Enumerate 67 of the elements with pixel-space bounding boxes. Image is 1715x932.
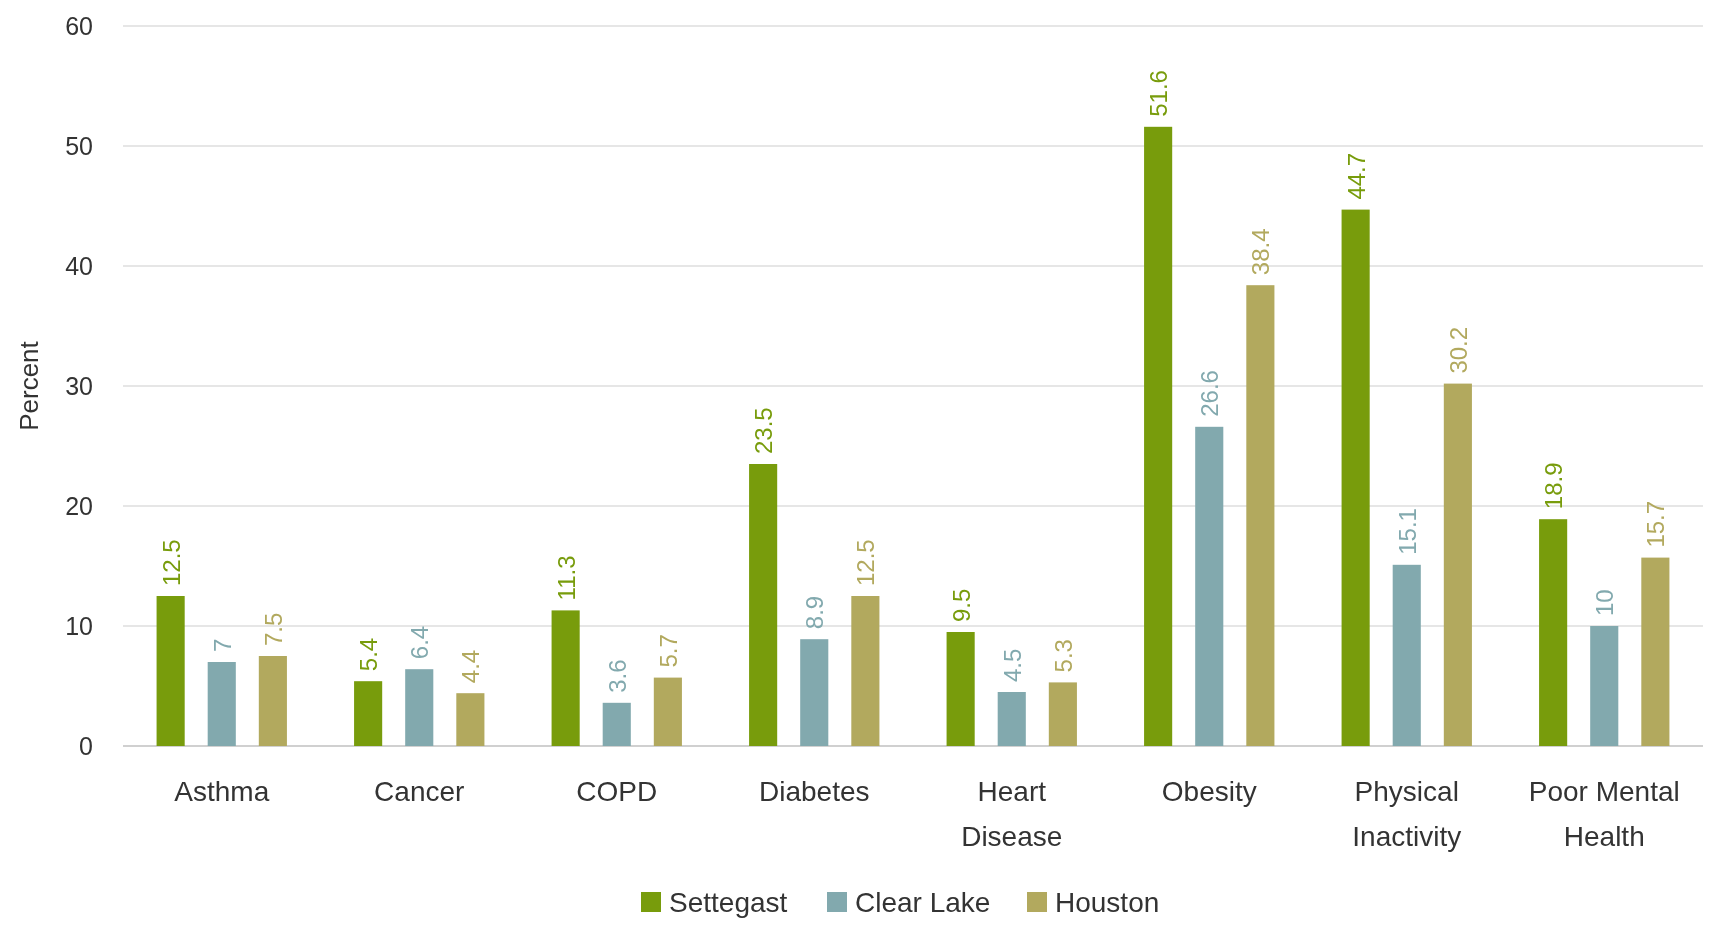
- data-label: 10: [1591, 589, 1619, 616]
- bar: [1641, 557, 1670, 746]
- data-label: 7: [208, 638, 236, 652]
- data-label: 5.3: [1049, 639, 1077, 673]
- data-label: 5.7: [654, 634, 682, 668]
- data-label: 51.6: [1145, 70, 1173, 117]
- y-tick-label: 0: [79, 731, 93, 760]
- data-label: 5.4: [355, 637, 383, 672]
- bar: [749, 464, 778, 746]
- data-label: 7.5: [259, 612, 287, 646]
- bar: [851, 596, 880, 746]
- data-label: 6.4: [406, 625, 434, 660]
- y-tick-label: 30: [65, 371, 93, 400]
- bar: [1341, 209, 1370, 746]
- legend-label: Houston: [1055, 886, 1160, 918]
- bar: [405, 669, 434, 746]
- data-label: 3.6: [603, 659, 631, 693]
- y-tick-label: 60: [65, 11, 93, 40]
- y-axis-title: Percent: [14, 340, 44, 431]
- legend-label: Settegast: [669, 886, 788, 918]
- data-label: 26.6: [1196, 370, 1224, 417]
- bar: [800, 639, 829, 746]
- x-tick-label: Physical Inactivity: [1352, 776, 1462, 852]
- y-tick-label: 40: [65, 251, 93, 280]
- data-label: 18.9: [1540, 462, 1568, 510]
- data-label: 4.4: [457, 649, 485, 684]
- y-tick-label: 50: [65, 131, 93, 160]
- bar: [653, 677, 682, 746]
- x-tick-label: COPD: [576, 776, 658, 807]
- bar: [946, 632, 975, 746]
- data-label: 23.5: [750, 407, 778, 454]
- bar: [1392, 564, 1421, 746]
- data-label: 12.5: [157, 539, 185, 586]
- bar: [1443, 383, 1472, 746]
- bar: [1246, 285, 1275, 746]
- bar: [997, 692, 1026, 746]
- y-tick-label: 10: [65, 611, 93, 640]
- bar: [1048, 682, 1077, 746]
- x-tick-label: Heart Disease: [961, 776, 1063, 852]
- y-tick-label: 20: [65, 491, 93, 520]
- bar: [258, 656, 287, 746]
- data-label: 4.5: [998, 648, 1026, 682]
- data-label: 15.1: [1393, 508, 1421, 555]
- bar: [1539, 519, 1568, 746]
- data-label: 44.7: [1342, 152, 1370, 200]
- data-label: 9.5: [947, 588, 975, 622]
- data-label: 30.2: [1444, 326, 1472, 374]
- bar: [602, 702, 631, 746]
- x-tick-label: Asthma: [174, 776, 270, 807]
- legend-label: Clear Lake: [855, 886, 991, 918]
- bar: [207, 662, 236, 746]
- x-tick-label: Poor Mental Health: [1528, 776, 1680, 852]
- bar: [1144, 126, 1173, 746]
- data-label: 11.3: [552, 555, 580, 601]
- bar: [1195, 426, 1224, 746]
- data-label: 8.9: [801, 595, 829, 630]
- x-tick-label: Obesity: [1161, 776, 1257, 807]
- data-label: 38.4: [1247, 228, 1275, 276]
- bar: [456, 693, 485, 746]
- bar: [354, 681, 383, 746]
- x-tick-label: Diabetes: [758, 776, 870, 807]
- x-tick-label: Cancer: [374, 776, 465, 807]
- data-label: 15.7: [1642, 500, 1670, 548]
- data-label: 12.5: [852, 539, 880, 586]
- bar: [551, 610, 580, 746]
- bar: [156, 596, 185, 746]
- bar: [1590, 626, 1619, 746]
